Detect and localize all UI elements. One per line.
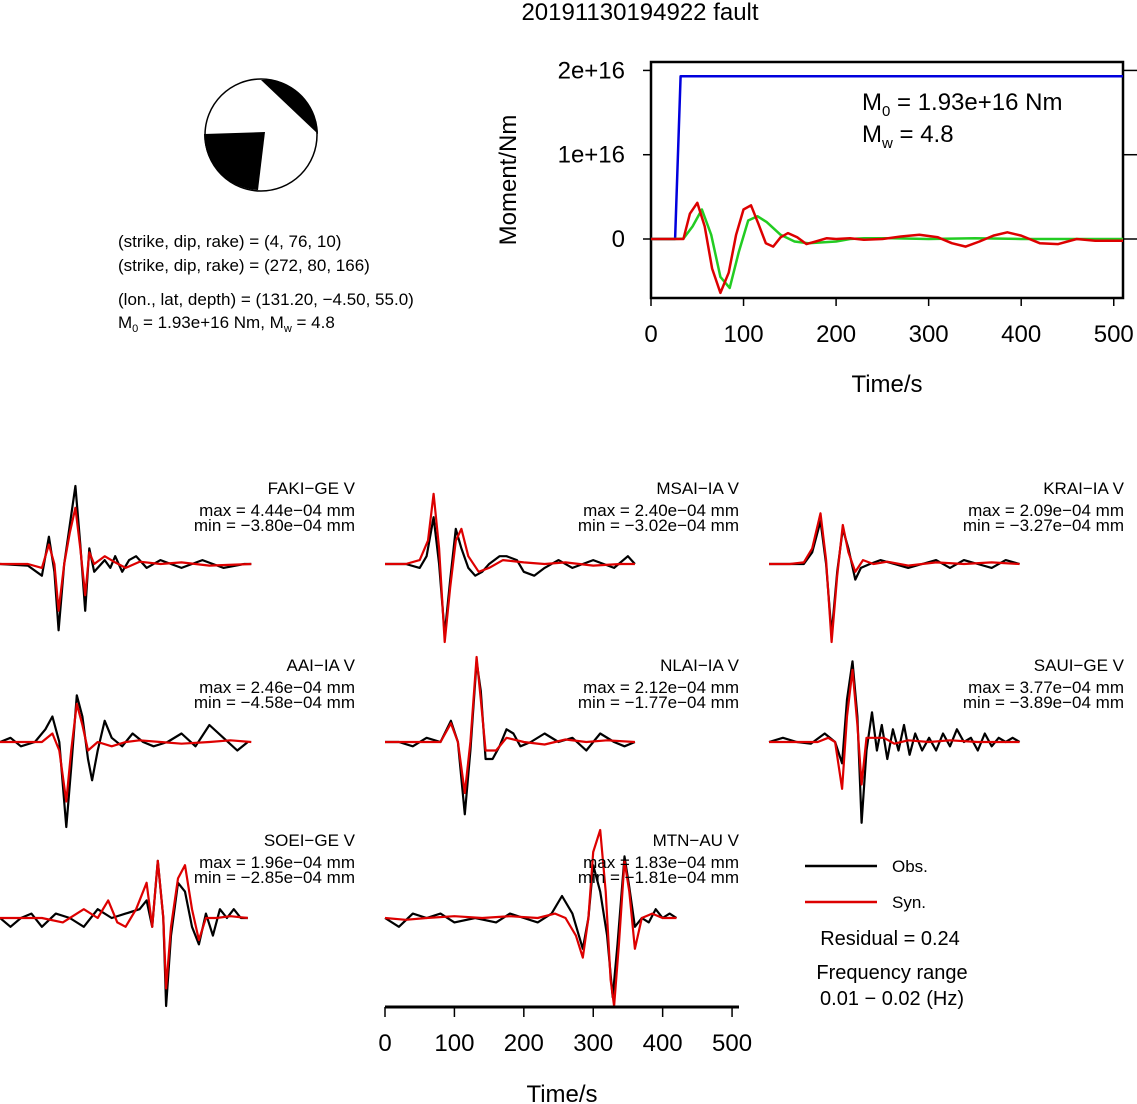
mrf-x-tick-label: 100: [724, 321, 764, 348]
waveform-x-tick-label: 0: [378, 1030, 391, 1057]
mrf-m0-annotation: M0 = 1.93e+16 Nm: [862, 89, 1062, 120]
beachball-compressional-quadrant-lower: [204, 132, 265, 190]
waveform-max-label: max = 2.40e−04 mm: [583, 501, 739, 520]
waveform-station-label: SAUI−GE V: [1034, 656, 1125, 675]
legend-syn-label: Syn.: [892, 893, 926, 912]
mrf-y-tick-label: 1e+16: [558, 142, 625, 169]
waveform-max-label: max = 1.96e−04 mm: [199, 853, 355, 872]
mrf-plot-frame: [649, 60, 1125, 300]
waveform-synthetic-trace: [385, 655, 635, 795]
waveform-synthetic-trace: [0, 859, 248, 990]
focal-mechanism-beachball: [204, 78, 318, 192]
waveform-x-axis-label: Time/s: [526, 1081, 597, 1104]
waveform-max-label: max = 1.83e−04 mm: [583, 853, 739, 872]
waveform-synthetic-trace: [385, 492, 635, 644]
waveform-min-label: min = −1.81e−04 mm: [578, 868, 739, 887]
waveform-min-label: min = −3.27e−04 mm: [963, 516, 1124, 535]
waveform-synthetic-trace: [769, 512, 1020, 644]
moment-function-chart: 0 100 200 300 400 500 0 1e+16 2e+16 Time/s Mome…: [495, 57, 1137, 398]
mrf-y-tick-label: 2e+16: [558, 57, 625, 84]
mrf-x-axis-label: Time/s: [851, 371, 922, 398]
waveform-station-label: MSAI−IA V: [656, 479, 739, 498]
mrf-y-axis-label: Moment/Nm: [495, 115, 522, 246]
waveform-legend: Obs. Syn. Residual = 0.24 Frequency rang…: [805, 857, 968, 1010]
waveform-max-label: max = 2.09e−04 mm: [968, 501, 1124, 520]
waveform-min-label: min = −3.80e−04 mm: [194, 516, 355, 535]
waveform-x-tick-label: 200: [504, 1030, 544, 1057]
mrf-x-tick-label: 300: [909, 321, 949, 348]
waveform-synthetic-trace: [0, 506, 252, 612]
waveform-observed-trace: [0, 694, 249, 829]
waveform-observed-trace: [769, 520, 1020, 636]
waveform-x-tick-label: 500: [712, 1030, 752, 1057]
waveform-max-label: max = 3.77e−04 mm: [968, 678, 1124, 697]
waveform-min-label: min = −2.85e−04 mm: [194, 868, 355, 887]
frequency-range-value: 0.01 − 0.02 (Hz): [820, 988, 964, 1010]
frequency-range-title: Frequency range: [816, 962, 967, 984]
mrf-series-line-1: [651, 208, 1123, 290]
nodal-plane-2: (strike, dip, rake) = (272, 80, 166): [118, 256, 370, 275]
residual-text: Residual = 0.24: [820, 928, 960, 950]
waveform-x-tick-label: 100: [434, 1030, 474, 1057]
mechanism-info: (strike, dip, rake) = (4, 76, 10) (strik…: [118, 232, 414, 335]
figure-title: 20191130194922 fault: [521, 0, 758, 26]
mrf-x-tick-label: 0: [644, 321, 657, 348]
waveform-max-label: max = 2.12e−04 mm: [583, 678, 739, 697]
waveform-station-label: AAI−IA V: [286, 656, 355, 675]
waveform-x-tick-label: 300: [573, 1030, 613, 1057]
waveform-station-label: FAKI−GE V: [268, 479, 356, 498]
beachball-compressional-quadrant-upper: [261, 80, 318, 134]
legend-obs-label: Obs.: [892, 857, 928, 876]
waveform-min-label: min = −4.58e−04 mm: [194, 693, 355, 712]
waveform-min-label: min = −1.77e−04 mm: [578, 693, 739, 712]
waveform-station-label: KRAI−IA V: [1043, 479, 1124, 498]
waveform-station-label: NLAI−IA V: [660, 656, 740, 675]
waveform-x-tick-label: 400: [643, 1030, 683, 1057]
waveform-observed-trace: [768, 660, 1021, 824]
waveform-max-label: max = 4.44e−04 mm: [199, 501, 355, 520]
waveform-station-label: MTN−AU V: [653, 831, 740, 850]
mrf-x-tick-label: 400: [1001, 321, 1041, 348]
waveform-max-label: max = 2.46e−04 mm: [199, 678, 355, 697]
mrf-x-tick-label: 500: [1094, 321, 1134, 348]
waveform-synthetic-trace: [0, 702, 252, 803]
waveform-min-label: min = −3.89e−04 mm: [963, 693, 1124, 712]
mrf-mw-annotation: Mw = 4.8: [862, 121, 954, 152]
waveform-synthetic-trace: [384, 828, 677, 1008]
mrf-series-line-2: [651, 201, 1123, 295]
hypocenter: (lon., lat, depth) = (131.20, −4.50, 55.…: [118, 290, 414, 309]
waveform-time-axis: 0 100 200 300 400 500 Time/s: [378, 1005, 752, 1104]
waveform-observed-trace: [385, 516, 636, 636]
waveform-min-label: min = −3.02e−04 mm: [578, 516, 739, 535]
mrf-x-tick-label: 200: [816, 321, 856, 348]
moment-summary: M0 = 1.93e+16 Nm, Mw = 4.8: [118, 313, 335, 335]
waveform-synthetic-trace: [769, 668, 1020, 790]
nodal-plane-1: (strike, dip, rake) = (4, 76, 10): [118, 232, 341, 251]
waveform-station-label: SOEI−GE V: [264, 831, 356, 850]
mrf-y-tick-label: 0: [612, 226, 625, 253]
